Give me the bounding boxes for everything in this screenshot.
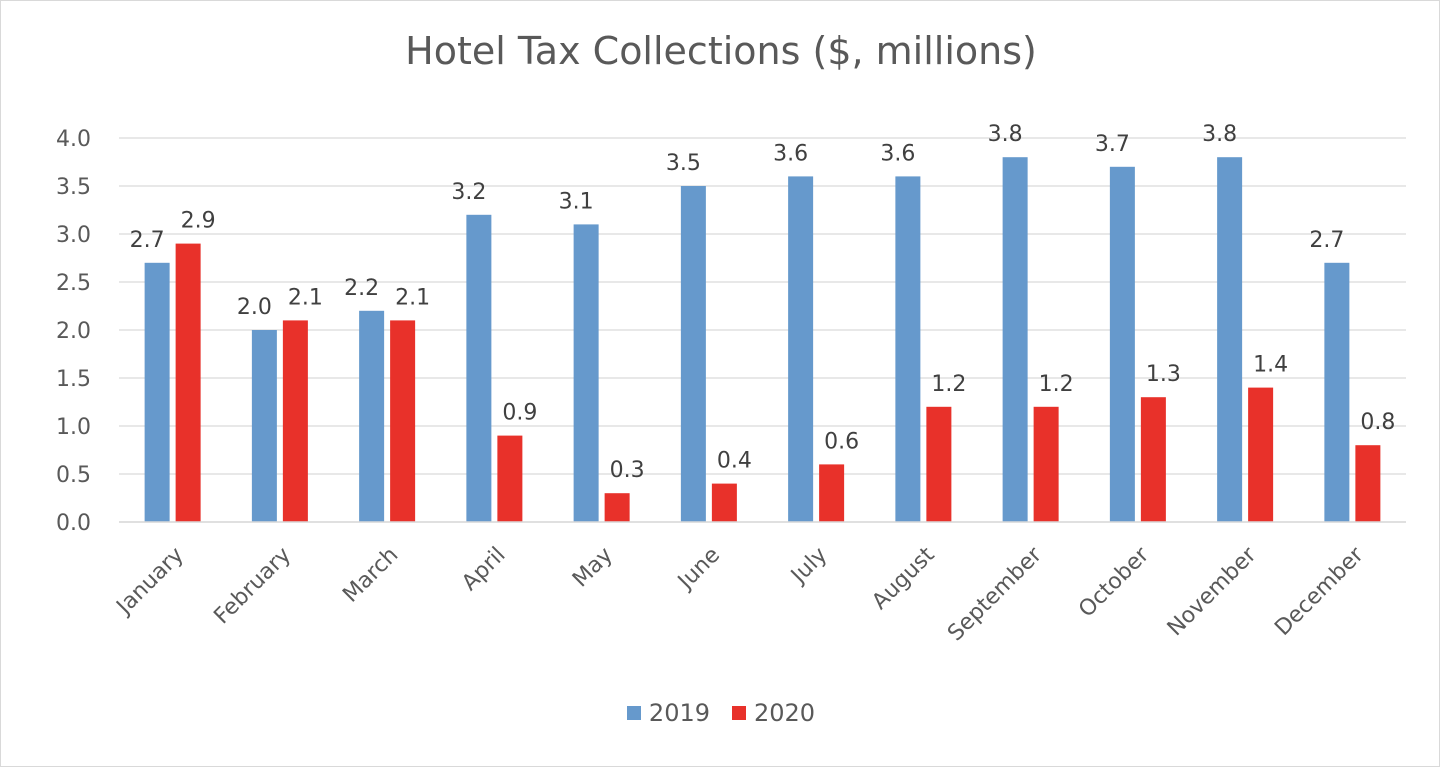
- bar-2019-september: [1002, 157, 1028, 522]
- data-label-2020-march: 2.1: [395, 285, 430, 310]
- data-label-2019-november: 3.8: [1202, 122, 1237, 147]
- data-label-2019-december: 2.7: [1309, 228, 1344, 253]
- data-label-2019-july: 3.6: [773, 141, 808, 166]
- y-tick-label: 1.0: [56, 415, 91, 440]
- bar-2019-december: [1324, 262, 1350, 522]
- x-tick-label-december: December: [1270, 542, 1369, 641]
- data-label-2019-september: 3.8: [988, 122, 1023, 147]
- chart-title: Hotel Tax Collections ($, millions): [405, 29, 1037, 73]
- bar-2019-july: [788, 176, 814, 522]
- bar-2020-june: [711, 483, 737, 522]
- x-tick-label-september: September: [943, 542, 1047, 646]
- data-label-2019-june: 3.5: [666, 151, 701, 176]
- x-tick-label-january: January: [111, 543, 189, 621]
- data-label-2020-february: 2.1: [288, 285, 323, 310]
- x-tick-label-october: October: [1074, 542, 1155, 623]
- x-tick-label-march: March: [338, 543, 403, 608]
- data-label-2020-october: 1.3: [1146, 362, 1181, 387]
- y-tick-label: 0.0: [56, 511, 91, 536]
- data-label-2019-january: 2.7: [130, 228, 165, 253]
- bar-2020-march: [390, 320, 416, 522]
- data-label-2020-january: 2.9: [181, 209, 216, 234]
- gridlines: [119, 137, 1406, 523]
- legend-swatch-2019: [626, 706, 641, 720]
- bar-2019-february: [251, 330, 277, 522]
- x-tick-label-august: August: [867, 542, 939, 614]
- bar-2019-january: [144, 262, 170, 522]
- legend-label-2019: 2019: [648, 699, 710, 727]
- bar-2020-december: [1355, 445, 1381, 522]
- bar-2020-january: [175, 243, 201, 522]
- data-label-2020-june: 0.4: [717, 449, 752, 474]
- bar-2020-february: [282, 320, 308, 522]
- y-tick-label: 2.5: [56, 271, 91, 296]
- x-tick-label-june: June: [672, 543, 725, 596]
- data-label-2019-august: 3.6: [880, 141, 915, 166]
- x-tick-label-july: July: [785, 543, 832, 590]
- y-tick-label: 3.0: [56, 223, 91, 248]
- data-label-2020-november: 1.4: [1253, 353, 1288, 378]
- legend-label-2020: 2020: [754, 699, 816, 727]
- bar-2020-october: [1140, 397, 1166, 522]
- data-label-2019-april: 3.2: [451, 180, 486, 205]
- data-label-2019-may: 3.1: [559, 189, 594, 214]
- data-label-2020-july: 0.6: [824, 429, 859, 454]
- x-axis: January February March April May June July Augu…: [111, 521, 1406, 646]
- bar-2020-november: [1248, 387, 1274, 522]
- data-label-2020-december: 0.8: [1360, 410, 1395, 435]
- legend: 2019 2020: [1, 699, 1440, 727]
- bar-2020-may: [604, 493, 630, 522]
- legend-item-2020: 2020: [732, 699, 815, 727]
- data-label-2019-october: 3.7: [1095, 132, 1130, 157]
- data-label-2019-february: 2.0: [237, 295, 272, 320]
- bar-2019-august: [895, 176, 921, 522]
- bar-2020-august: [926, 406, 952, 522]
- bar-2019-june: [680, 186, 706, 522]
- bar-2020-july: [819, 464, 845, 522]
- bar-2019-may: [573, 224, 599, 522]
- bar-2020-april: [497, 435, 523, 522]
- x-tick-label-november: November: [1163, 542, 1262, 641]
- data-label-2019-march: 2.2: [344, 276, 379, 301]
- data-label-2020-may: 0.3: [610, 458, 645, 483]
- legend-swatch-2020: [732, 706, 746, 720]
- data-label-2020-april: 0.9: [502, 401, 537, 426]
- data-label-2020-august: 1.2: [931, 372, 966, 397]
- bar-2019-march: [359, 310, 385, 522]
- x-tick-label-may: May: [568, 543, 618, 593]
- legend-item-2019: 2019: [626, 699, 710, 727]
- y-tick-label: 1.5: [56, 367, 91, 392]
- y-tick-label: 3.5: [56, 175, 91, 200]
- bar-2019-october: [1109, 166, 1135, 523]
- bar-2020-september: [1033, 406, 1059, 522]
- data-labels: 2.7 2.9 2.0 2.1 2.2 2.1 3.2 0.9 3.1 0.3 3.5 0.4 3.6 0…: [130, 122, 1396, 483]
- y-tick-label: 2.0: [56, 319, 91, 344]
- x-tick-label-april: April: [457, 543, 510, 596]
- x-tick-label-february: February: [209, 543, 296, 630]
- data-label-2020-september: 1.2: [1039, 372, 1074, 397]
- y-tick-label: 0.5: [56, 463, 91, 488]
- y-axis: 0.0 0.5 1.0 1.5 2.0 2.5 3.0 3.5 4.0: [56, 127, 91, 536]
- y-tick-label: 4.0: [56, 127, 91, 152]
- bar-2019-november: [1217, 157, 1243, 522]
- bars: [144, 157, 1381, 523]
- bar-2019-april: [466, 214, 492, 523]
